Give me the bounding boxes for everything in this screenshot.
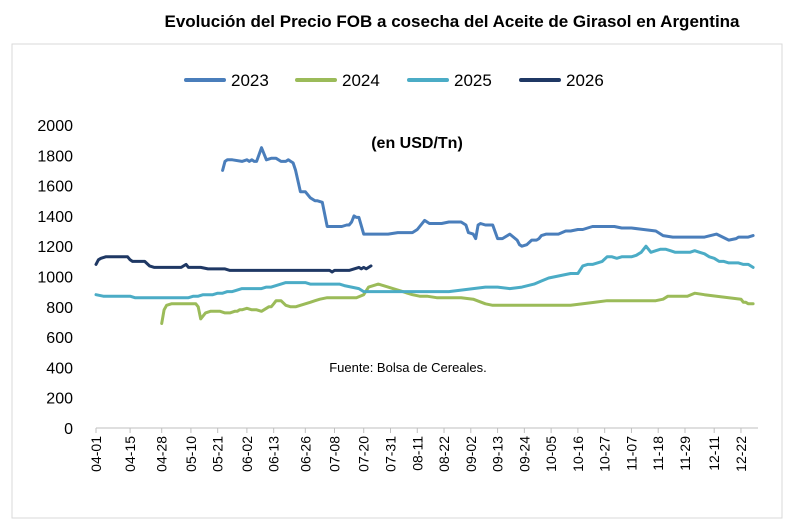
series-line-2026 bbox=[94, 255, 373, 274]
y-tick-label: 1800 bbox=[37, 148, 73, 165]
legend-label-2024: 2024 bbox=[342, 71, 380, 90]
y-tick-label: 1000 bbox=[37, 270, 73, 287]
legend: 2023 2024 2025 2026 bbox=[184, 71, 604, 90]
chart-title: Evolución del Precio FOB a cosecha del A… bbox=[164, 12, 740, 31]
source-note: Fuente: Bolsa de Cereales. bbox=[329, 360, 487, 375]
x-tick-label: 06-13 bbox=[266, 436, 282, 472]
x-tick-label: 06-26 bbox=[297, 436, 313, 472]
series-line-2023 bbox=[221, 146, 755, 248]
x-tick-label: 08-22 bbox=[436, 436, 452, 472]
x-tick-label: 07-08 bbox=[327, 436, 343, 472]
y-tick-label: 200 bbox=[46, 391, 73, 408]
y-tick-label: 600 bbox=[46, 330, 73, 347]
y-tick-label: 400 bbox=[46, 360, 73, 377]
x-tick-label: 04-28 bbox=[154, 436, 170, 472]
x-tick-label: 07-20 bbox=[356, 436, 372, 472]
x-tick-label: 12-22 bbox=[733, 436, 749, 472]
y-tick-label: 800 bbox=[46, 300, 73, 317]
x-tick-label: 09-13 bbox=[490, 436, 506, 472]
y-tick-label: 2000 bbox=[37, 118, 73, 135]
series-line-2025 bbox=[94, 244, 755, 300]
chart-subtitle: (en USD/Tn) bbox=[371, 135, 463, 152]
plot-frame bbox=[11, 43, 783, 519]
x-tick-label: 11-29 bbox=[677, 436, 693, 471]
x-tick-label: 12-11 bbox=[706, 436, 722, 471]
y-tick-label: 1600 bbox=[37, 179, 73, 196]
x-tick-label: 10-16 bbox=[570, 436, 586, 472]
series-lines bbox=[94, 146, 755, 325]
x-tick-label: 11-18 bbox=[650, 436, 666, 471]
x-tick-label: 04-01 bbox=[88, 436, 104, 472]
x-tick-label: 08-11 bbox=[409, 436, 425, 471]
y-axis: 0 200 400 600 800 1000 1200 1400 1600 1800 2000 bbox=[37, 118, 73, 438]
x-tick-label: 10-27 bbox=[597, 436, 613, 472]
x-tick-label: 11-07 bbox=[623, 436, 639, 471]
x-tick-label: 04-15 bbox=[122, 436, 138, 472]
x-tick-label: 09-02 bbox=[463, 436, 479, 472]
x-tick-label: 10-05 bbox=[543, 436, 559, 472]
x-tick-label: 05-10 bbox=[183, 436, 199, 472]
x-tick-label: 09-24 bbox=[516, 436, 532, 472]
x-tick-label: 07-31 bbox=[382, 436, 398, 472]
y-tick-label: 0 bbox=[64, 421, 73, 438]
y-tick-label: 1400 bbox=[37, 209, 73, 226]
legend-label-2025: 2025 bbox=[454, 71, 492, 90]
x-tick-label: 05-21 bbox=[210, 436, 226, 472]
x-axis: 04-01 04-15 04-28 05-10 05-21 06-02 06-13 06-26… bbox=[88, 427, 758, 472]
x-tick-label: 06-02 bbox=[239, 436, 255, 472]
y-tick-label: 1200 bbox=[37, 239, 73, 256]
legend-label-2026: 2026 bbox=[566, 71, 604, 90]
legend-label-2023: 2023 bbox=[231, 71, 269, 90]
